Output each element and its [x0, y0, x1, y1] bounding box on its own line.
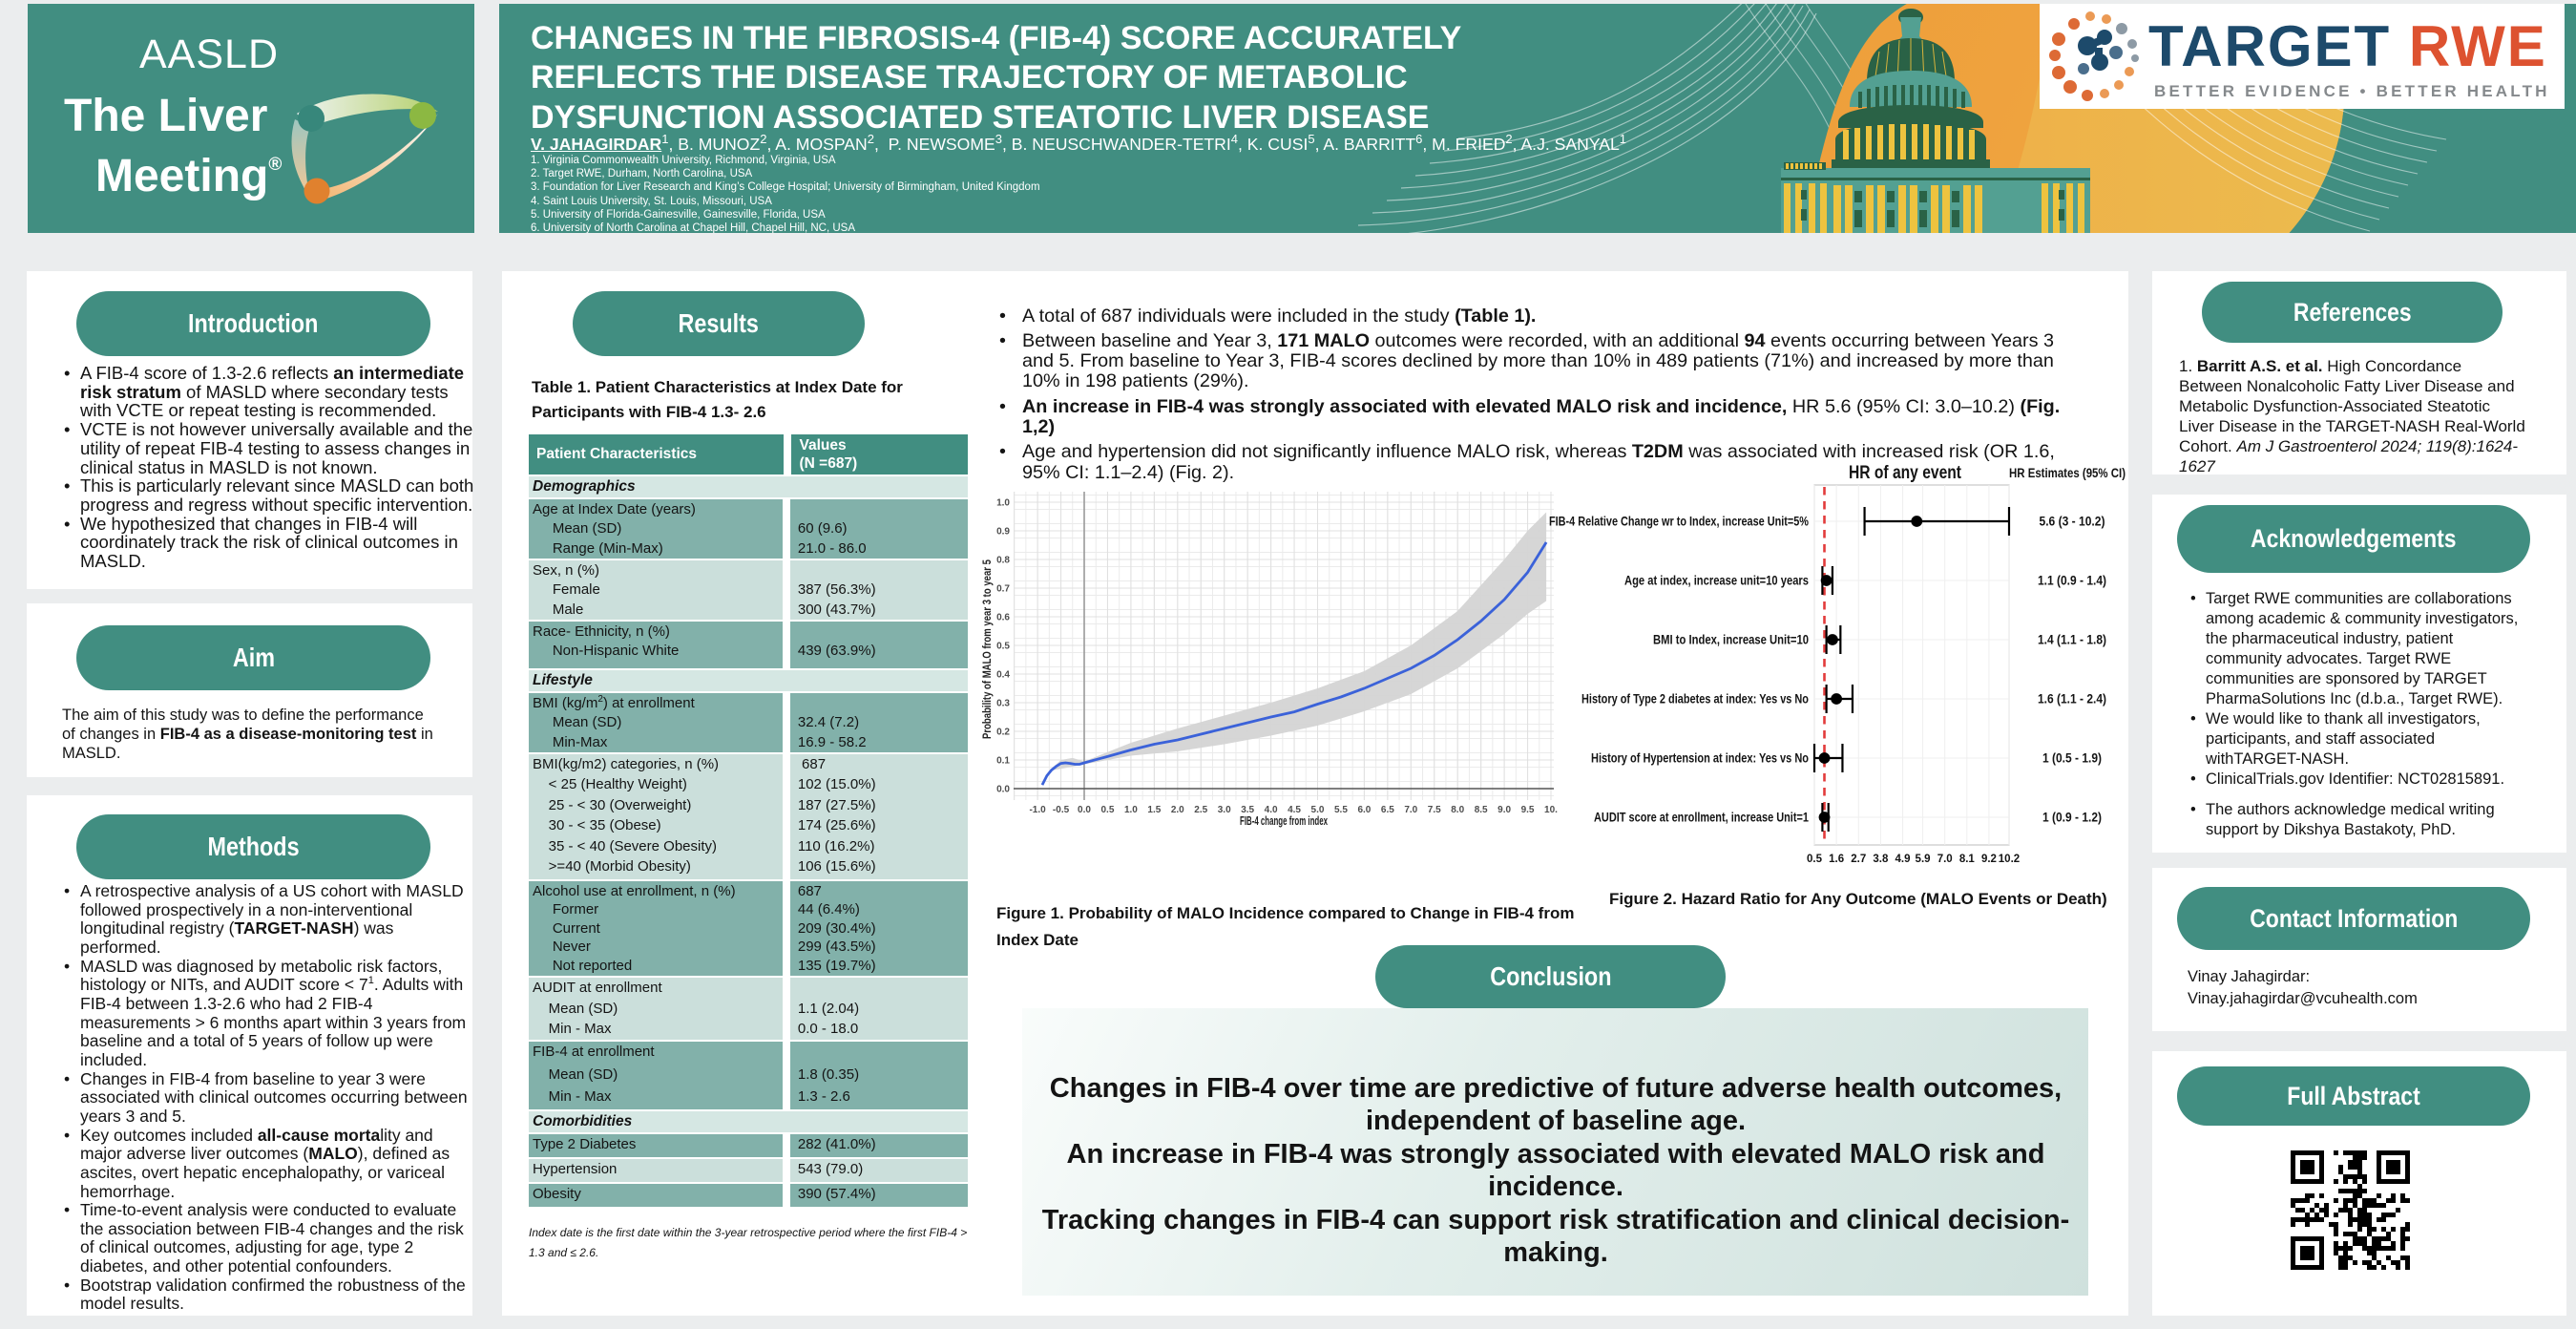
svg-text:0.2: 0.2 [996, 728, 1010, 738]
svg-text:-1.0: -1.0 [1029, 805, 1046, 815]
svg-text:6.0: 6.0 [1357, 805, 1371, 815]
svg-text:0.1: 0.1 [996, 756, 1010, 767]
svg-text:3.8: 3.8 [1873, 854, 1889, 865]
svg-text:10.2: 10.2 [1999, 854, 2020, 865]
svg-text:FIB-4 Relative Change wr to In: FIB-4 Relative Change wr to Index, incre… [1549, 515, 1809, 529]
svg-text:History of Hypertension at ind: History of Hypertension at index: Yes vs… [1591, 751, 1809, 766]
svg-text:0.0: 0.0 [1078, 805, 1091, 815]
svg-text:AUDIT score at enrollment, inc: AUDIT score at enrollment, increase Unit… [1594, 811, 1809, 825]
svg-text:Age at index, increase unit=10: Age at index, increase unit=10 years [1624, 574, 1809, 588]
svg-text:History of Type 2 diabetes at: History of Type 2 diabetes at index: Yes… [1581, 692, 1809, 707]
svg-text:4.5: 4.5 [1288, 805, 1301, 815]
svg-text:0.7: 0.7 [996, 584, 1010, 595]
svg-text:1.5: 1.5 [1147, 805, 1161, 815]
svg-text:0.0: 0.0 [996, 785, 1010, 795]
svg-text:7.0: 7.0 [1937, 854, 1953, 865]
svg-text:1.6 (1.1 - 2.4): 1.6 (1.1 - 2.4) [2038, 692, 2106, 707]
svg-text:3.0: 3.0 [1218, 805, 1231, 815]
svg-text:0.5: 0.5 [1100, 805, 1114, 815]
svg-text:9.2: 9.2 [1981, 854, 1997, 865]
svg-text:6.5: 6.5 [1381, 805, 1394, 815]
svg-text:Probability of MALO from year: Probability of MALO from year 3 to year … [980, 559, 994, 739]
svg-text:0.5: 0.5 [996, 642, 1010, 652]
svg-text:0.8: 0.8 [996, 556, 1010, 566]
svg-text:1.0: 1.0 [996, 498, 1010, 509]
svg-text:-0.5: -0.5 [1053, 805, 1070, 815]
svg-text:1.1 (0.9 - 1.4): 1.1 (0.9 - 1.4) [2038, 574, 2106, 588]
svg-text:4.0: 4.0 [1265, 805, 1278, 815]
svg-text:0.4: 0.4 [996, 670, 1010, 681]
svg-text:5.6 (3 - 10.2): 5.6 (3 - 10.2) [2040, 515, 2105, 529]
svg-text:1 (0.9 - 1.2): 1 (0.9 - 1.2) [2042, 811, 2102, 825]
svg-text:8.1: 8.1 [1959, 854, 1976, 865]
svg-text:1.6: 1.6 [1829, 854, 1844, 865]
svg-text:HR Estimates (95% CI): HR Estimates (95% CI) [2009, 466, 2126, 480]
svg-text:2.0: 2.0 [1171, 805, 1184, 815]
svg-text:0.3: 0.3 [996, 699, 1010, 709]
svg-text:BMI to Index, increase Unit=10: BMI to Index, increase Unit=10 [1653, 633, 1809, 647]
svg-text:FIB-4 change from index: FIB-4 change from index [1240, 814, 1328, 828]
svg-text:0.6: 0.6 [996, 613, 1010, 623]
svg-text:7.0: 7.0 [1404, 805, 1417, 815]
svg-text:1 (0.5 - 1.9): 1 (0.5 - 1.9) [2042, 751, 2102, 766]
svg-text:8.5: 8.5 [1475, 805, 1488, 815]
svg-text:3.5: 3.5 [1241, 805, 1254, 815]
svg-text:5.0: 5.0 [1311, 805, 1325, 815]
svg-text:1.4 (1.1 - 1.8): 1.4 (1.1 - 1.8) [2038, 633, 2106, 647]
svg-text:HR of any event: HR of any event [1849, 463, 1962, 483]
svg-text:5.9: 5.9 [1916, 854, 1931, 865]
svg-text:5.5: 5.5 [1334, 805, 1348, 815]
svg-text:2.7: 2.7 [1851, 854, 1866, 865]
svg-text:7.5: 7.5 [1428, 805, 1441, 815]
svg-text:9.0: 9.0 [1497, 805, 1511, 815]
svg-text:2.5: 2.5 [1194, 805, 1207, 815]
svg-text:9.5: 9.5 [1521, 805, 1535, 815]
svg-text:4.9: 4.9 [1895, 854, 1911, 865]
svg-text:1.0: 1.0 [1124, 805, 1138, 815]
svg-text:0.5: 0.5 [1807, 854, 1823, 865]
svg-text:8.0: 8.0 [1451, 805, 1464, 815]
svg-text:0.9: 0.9 [996, 527, 1010, 538]
svg-text:10.: 10. [1544, 805, 1558, 815]
